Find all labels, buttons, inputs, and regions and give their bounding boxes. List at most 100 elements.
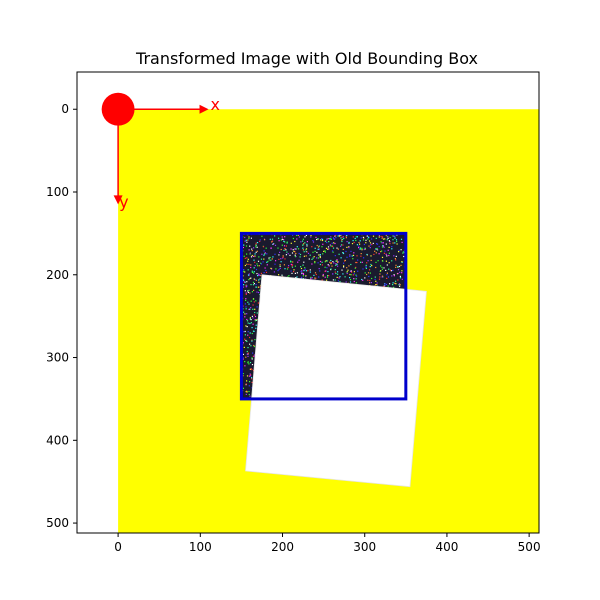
noise-pixel bbox=[297, 261, 299, 263]
noise-pixel bbox=[324, 250, 326, 252]
noise-pixel bbox=[251, 369, 253, 371]
noise-pixel bbox=[243, 331, 245, 333]
noise-pixel bbox=[309, 269, 311, 271]
noise-pixel bbox=[245, 356, 247, 358]
noise-pixel bbox=[287, 253, 289, 255]
noise-pixel bbox=[302, 247, 304, 249]
noise-pixel bbox=[382, 236, 384, 238]
noise-pixel bbox=[244, 257, 246, 259]
noise-pixel bbox=[321, 238, 324, 240]
noise-pixel bbox=[351, 271, 353, 273]
noise-pixel bbox=[389, 269, 391, 271]
noise-pixel bbox=[366, 273, 368, 276]
noise-pixel bbox=[292, 261, 294, 263]
noise-pixel bbox=[401, 278, 403, 280]
noise-pixel bbox=[342, 273, 344, 275]
noise-pixel bbox=[305, 249, 307, 251]
noise-pixel bbox=[303, 255, 305, 257]
noise-pixel bbox=[293, 250, 295, 252]
noise-pixel bbox=[266, 264, 268, 266]
noise-pixel bbox=[307, 270, 309, 272]
noise-pixel bbox=[381, 266, 383, 268]
noise-pixel bbox=[253, 301, 255, 303]
noise-pixel bbox=[392, 282, 394, 284]
noise-pixel bbox=[359, 240, 361, 242]
noise-pixel bbox=[326, 279, 328, 281]
noise-pixel bbox=[274, 244, 277, 246]
noise-pixel bbox=[381, 242, 383, 244]
noise-pixel bbox=[334, 271, 336, 273]
noise-pixel bbox=[327, 246, 330, 248]
noise-pixel bbox=[348, 247, 350, 249]
noise-pixel bbox=[261, 253, 263, 255]
noise-pixel bbox=[247, 355, 249, 357]
noise-pixel bbox=[367, 238, 369, 240]
noise-pixel bbox=[401, 261, 403, 263]
noise-pixel bbox=[310, 278, 312, 280]
noise-pixel bbox=[397, 269, 400, 271]
noise-pixel bbox=[375, 284, 377, 286]
noise-pixel bbox=[397, 279, 399, 281]
noise-pixel bbox=[380, 241, 382, 243]
noise-pixel bbox=[296, 272, 298, 274]
noise-pixel bbox=[302, 275, 304, 277]
noise-pixel bbox=[327, 248, 329, 250]
noise-pixel bbox=[385, 269, 387, 271]
noise-pixel bbox=[369, 272, 371, 274]
noise-pixel bbox=[337, 280, 339, 282]
noise-pixel bbox=[367, 272, 370, 274]
noise-pixel bbox=[291, 264, 294, 266]
noise-pixel bbox=[349, 270, 352, 272]
noise-pixel bbox=[298, 259, 300, 261]
noise-pixel bbox=[316, 251, 318, 254]
noise-pixel bbox=[253, 278, 255, 280]
noise-pixel bbox=[303, 243, 305, 245]
noise-pixel bbox=[254, 308, 256, 310]
noise-pixel bbox=[315, 273, 317, 276]
noise-pixel bbox=[319, 254, 321, 256]
noise-pixel bbox=[381, 250, 383, 252]
noise-pixel bbox=[346, 246, 348, 248]
axes-frame bbox=[76, 71, 540, 534]
noise-pixel bbox=[381, 276, 383, 278]
noise-pixel bbox=[335, 263, 337, 265]
noise-pixel bbox=[249, 322, 251, 325]
noise-pixel bbox=[303, 251, 305, 253]
noise-pixel bbox=[251, 248, 253, 250]
noise-pixel bbox=[249, 317, 251, 319]
noise-pixel bbox=[386, 255, 388, 257]
noise-pixel bbox=[283, 245, 286, 247]
y-tick-label: 200 bbox=[46, 268, 69, 282]
noise-pixel bbox=[319, 270, 321, 272]
noise-pixel bbox=[255, 300, 257, 302]
noise-pixel bbox=[294, 255, 296, 258]
noise-pixel bbox=[342, 244, 344, 246]
noise-pixel bbox=[334, 269, 336, 271]
noise-pixel bbox=[254, 315, 257, 318]
noise-pixel bbox=[256, 250, 258, 252]
noise-pixel bbox=[250, 256, 253, 258]
noise-pixel bbox=[302, 244, 304, 246]
noise-pixel bbox=[244, 338, 246, 340]
noise-pixel bbox=[365, 267, 367, 269]
noise-pixel bbox=[340, 257, 342, 259]
noise-pixel bbox=[291, 266, 294, 268]
noise-pixel bbox=[365, 239, 367, 241]
noise-pixel bbox=[380, 235, 382, 238]
noise-pixel bbox=[395, 266, 397, 268]
noise-pixel bbox=[350, 274, 352, 276]
noise-pixel bbox=[370, 263, 372, 266]
noise-pixel bbox=[393, 274, 395, 276]
noise-pixel bbox=[291, 265, 293, 267]
noise-pixel bbox=[382, 238, 385, 240]
noise-pixel bbox=[297, 248, 300, 250]
noise-pixel bbox=[298, 236, 300, 238]
noise-pixel bbox=[245, 284, 247, 286]
noise-pixel bbox=[244, 316, 246, 318]
noise-pixel bbox=[321, 279, 323, 281]
noise-pixel bbox=[386, 274, 388, 276]
noise-pixel bbox=[284, 258, 286, 260]
noise-pixel bbox=[271, 240, 274, 242]
noise-pixel bbox=[294, 240, 296, 243]
noise-pixel bbox=[253, 330, 255, 332]
